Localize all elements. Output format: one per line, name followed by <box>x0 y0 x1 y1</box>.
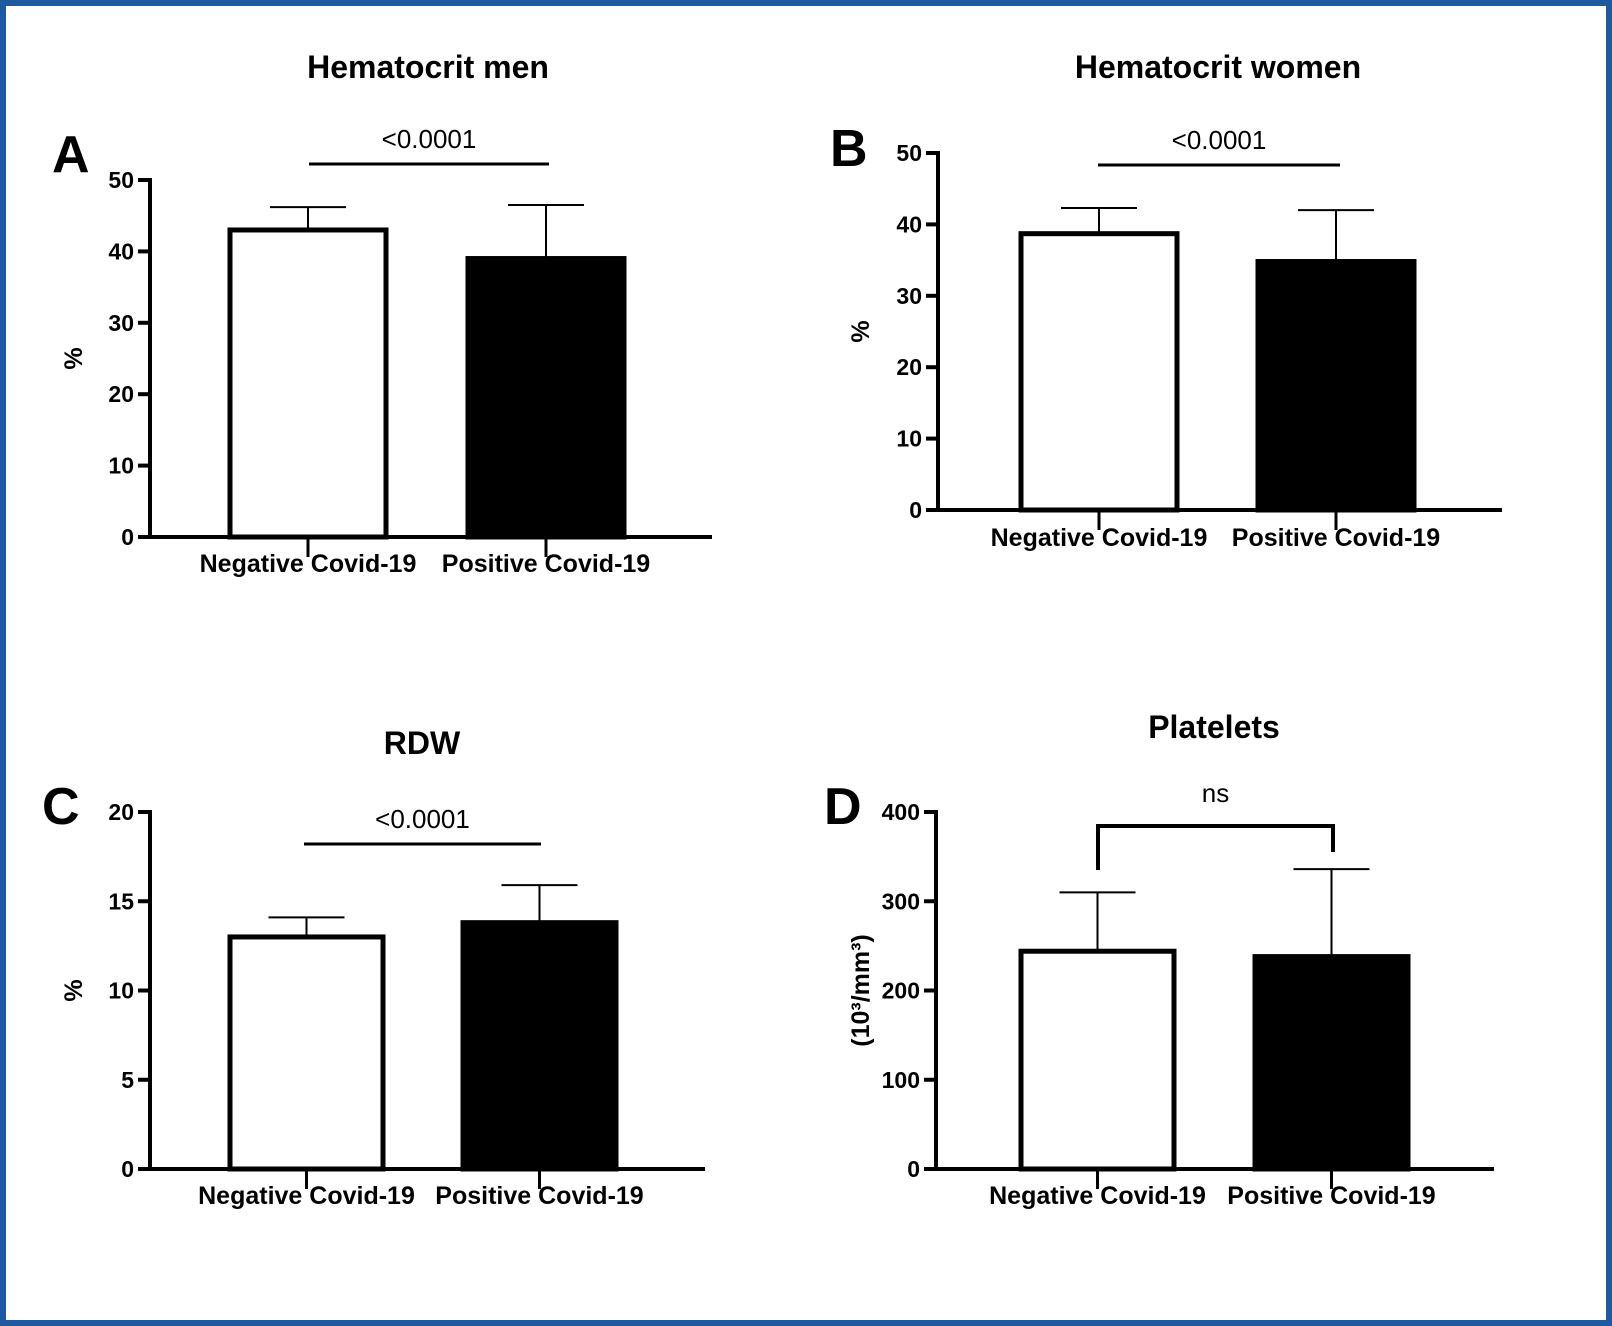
bar <box>1018 948 1177 1172</box>
x-tick-label: Positive Covid-19 <box>1227 1182 1435 1210</box>
x-tick-label: Positive Covid-19 <box>1232 524 1440 552</box>
chart-title: Hematocrit women <box>1075 49 1361 85</box>
y-tick-label: 30 <box>896 283 922 309</box>
y-tick-label: 5 <box>121 1067 134 1093</box>
y-tick-label: 10 <box>108 453 134 479</box>
y-tick-label: 0 <box>121 1156 134 1182</box>
x-tick-label: Positive Covid-19 <box>442 550 650 578</box>
y-tick-label: 100 <box>882 1067 920 1093</box>
chart-panel-d: D Platelets (10³/mm³) Negative Covid-19 Posi… <box>824 709 1494 1210</box>
y-tick-label: 40 <box>896 211 922 237</box>
y-axis-label: % <box>60 347 88 369</box>
y-tick-label: 0 <box>907 1156 920 1182</box>
y-tick-label: 15 <box>108 888 134 914</box>
bar <box>227 934 386 1172</box>
chart-title: RDW <box>384 725 461 761</box>
y-tick-label: 20 <box>108 799 134 825</box>
significance-label: <0.0001 <box>375 804 470 834</box>
significance-label: <0.0001 <box>1172 125 1267 155</box>
chart-title: Platelets <box>1148 709 1280 745</box>
y-axis-label: % <box>60 979 88 1001</box>
y-tick-label: 30 <box>108 310 134 336</box>
x-tick-label: Negative Covid-19 <box>200 550 417 578</box>
y-tick-label: 20 <box>896 354 922 380</box>
significance-label: ns <box>1202 778 1229 808</box>
chart-title: Hematocrit men <box>307 49 549 85</box>
panel-label: A <box>52 126 90 184</box>
y-tick-label: 40 <box>108 238 134 264</box>
y-tick-label: 300 <box>882 888 920 914</box>
x-tick-label: Negative Covid-19 <box>991 524 1208 552</box>
y-tick-label: 50 <box>108 167 134 193</box>
bar <box>1018 231 1180 513</box>
x-tick-label: Positive Covid-19 <box>435 1182 643 1210</box>
x-tick-label: Negative Covid-19 <box>989 1182 1206 1210</box>
chart-panel-b: B Hematocrit women% Negative Covid-19 Posit… <box>830 49 1502 552</box>
bar <box>460 920 619 1172</box>
y-tick-label: 20 <box>108 381 134 407</box>
y-tick-label: 10 <box>896 426 922 452</box>
y-tick-label: 200 <box>882 978 920 1004</box>
significance-bracket <box>1096 824 1335 870</box>
y-axis-label: (10³/mm³) <box>847 934 875 1047</box>
y-tick-label: 0 <box>909 497 922 523</box>
panel-label: B <box>830 120 868 178</box>
y-axis-label: % <box>847 320 875 342</box>
y-tick-label: 0 <box>121 524 134 550</box>
chart-panel-a: A Hematocrit men% Negative Covid-19 Positiv… <box>52 49 712 578</box>
y-tick-label: 50 <box>896 140 922 166</box>
chart-panel-c: C RDW% Negative Covid-19 Positive Covid-19 0… <box>42 725 705 1210</box>
bar <box>465 256 627 540</box>
bar <box>1255 259 1417 513</box>
y-tick-label: 10 <box>108 978 134 1004</box>
panel-label: C <box>42 778 80 836</box>
x-tick-label: Negative Covid-19 <box>198 1182 415 1210</box>
y-tick-label: 400 <box>882 799 920 825</box>
bar <box>1252 954 1411 1172</box>
significance-label: <0.0001 <box>382 124 477 154</box>
panel-label: D <box>824 778 862 836</box>
bar <box>227 227 389 540</box>
